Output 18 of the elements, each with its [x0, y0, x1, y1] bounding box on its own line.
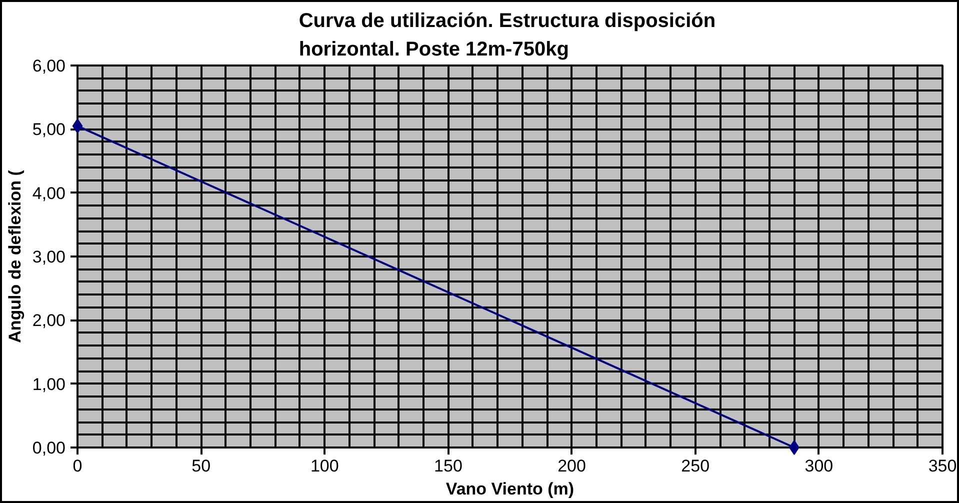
y-tick-label: 0,00 — [32, 438, 66, 458]
x-tick-label: 250 — [681, 456, 710, 476]
x-tick-label: 300 — [804, 456, 834, 476]
y-tick-label: 3,00 — [32, 248, 66, 266]
x-tick-label: 0 — [72, 456, 82, 476]
chart-title: Curva de utilización. Estructura disposición horizontal. Poste 12m-750kg — [298, 10, 716, 60]
x-axis-title: Vano Viento (m) — [446, 480, 574, 498]
x-tick-label: 150 — [434, 456, 462, 476]
y-tick-label: 1,00 — [32, 374, 66, 394]
x-tick-label: 100 — [310, 456, 339, 476]
y-tick-label: 5,00 — [32, 120, 66, 140]
y-tick-label: 6,00 — [32, 56, 66, 76]
y-tick-label: 2,00 — [32, 311, 66, 330]
x-tick-label: 50 — [192, 456, 211, 476]
x-tick-label: 350 — [928, 456, 957, 476]
y-tick-label: 4,00 — [32, 184, 66, 203]
x-tick-label: 200 — [558, 456, 586, 476]
y-axis-title: Angulo de deflexion ( — [5, 170, 24, 343]
